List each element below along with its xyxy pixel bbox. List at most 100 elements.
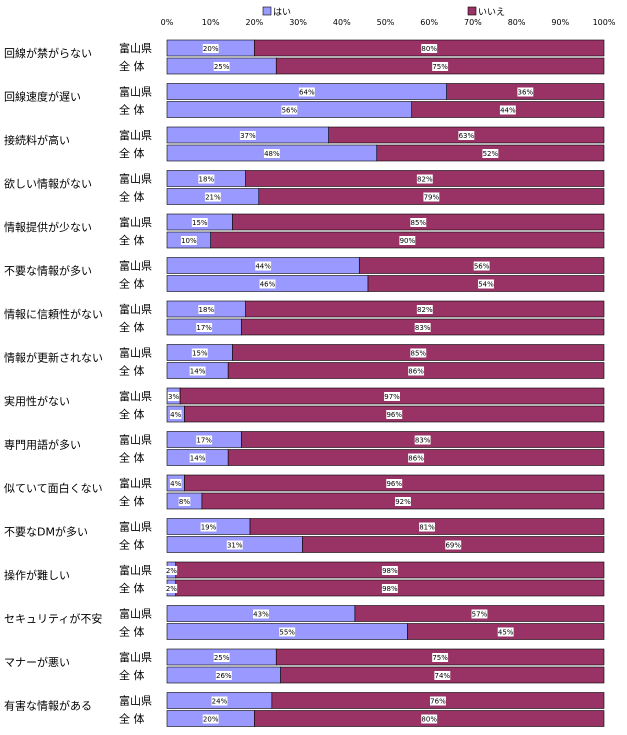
category-row: 回線が禁がらない 富山県 20% 80% 全 体 25% 75% (4, 39, 605, 75)
group-label: 富山県 (119, 607, 152, 621)
value-label-no-box (421, 714, 438, 724)
category-row: 情報に信頼性がない 富山県 18% 82% 全 体 17% 83% (4, 300, 605, 336)
group-label: 全 体 (119, 364, 145, 378)
group-label: 全 体 (119, 190, 145, 204)
category-label: 情報に信頼性がない (4, 307, 103, 321)
category-row: 実用性がない 富山県 3% 97% 全 体 4% 96% (4, 387, 605, 423)
value-label-no-box (471, 609, 488, 619)
x-tick-label: 50% (377, 18, 395, 27)
value-label-no-box (482, 149, 499, 158)
value-label-yes-box (213, 62, 230, 71)
value-label-yes-box (253, 609, 269, 619)
group-label: 富山県 (119, 650, 152, 664)
value-label-yes: 18% (199, 306, 215, 314)
value-label-yes: 20% (203, 45, 219, 53)
value-label-yes-box (281, 105, 298, 115)
value-label-no: 85% (410, 350, 426, 358)
value-label-no-box (416, 305, 433, 314)
value-label-no: 57% (472, 611, 488, 619)
value-label-no: 85% (410, 219, 426, 227)
value-label-yes-box (165, 566, 178, 575)
value-label-no: 97% (384, 393, 400, 401)
value-label-no-box (421, 44, 438, 53)
category-label: 専門用語が多い (4, 438, 81, 452)
value-label-yes: 18% (199, 176, 215, 184)
value-label-no-box (517, 87, 534, 97)
group-label: 富山県 (119, 259, 152, 273)
value-label-yes: 56% (282, 107, 298, 115)
value-label-yes-box (202, 44, 219, 53)
x-tick-label: 70% (464, 18, 482, 27)
value-label-no: 36% (518, 89, 534, 97)
value-label-yes: 4% (170, 411, 181, 419)
group-label: 全 体 (119, 668, 145, 682)
group-label: 富山県 (119, 302, 152, 316)
category-label: セキュリティが不安 (4, 612, 102, 626)
category-row: 専門用語が多い 富山県 17% 83% 全 体 14% 86% (4, 431, 605, 466)
value-label-yes: 20% (203, 716, 219, 724)
group-label: 全 体 (119, 494, 145, 508)
value-label-yes-box (298, 87, 315, 97)
group-label: 富山県 (119, 172, 152, 186)
x-tick-label: 30% (289, 18, 307, 27)
x-tick-label: 10% (202, 18, 220, 27)
x-tick-label: 90% (551, 18, 569, 27)
category-label: 不要なDMが多い (4, 525, 88, 539)
group-label: 全 体 (119, 451, 145, 465)
category-row: セキュリティが不安 富山県 43% 57% 全 体 55% 45% (4, 605, 605, 640)
value-label-yes: 55% (279, 629, 295, 637)
value-label-no-box (408, 453, 425, 463)
group-label: 全 体 (119, 233, 145, 247)
value-label-yes-box (213, 653, 230, 662)
value-label-no-box (458, 131, 475, 140)
group-label: 全 体 (119, 146, 145, 160)
value-label-yes-box (200, 522, 217, 532)
legend-swatch-no (467, 6, 477, 16)
category-label: 実用性がない (4, 394, 70, 408)
value-label-no-box (381, 566, 398, 575)
value-label-no: 56% (474, 263, 490, 271)
bar-rows: 回線が禁がらない 富山県 20% 80%全 体 25% 75%回線速度が遅い 富山県 64% 3… (4, 39, 605, 727)
value-label-yes-box (189, 453, 206, 463)
value-label-no: 75% (432, 63, 448, 71)
group-label: 全 体 (119, 712, 145, 726)
category-row: 不要な情報が多い 富山県 44% 56% 全 体 46% 54% (4, 257, 605, 292)
category-row: 不要なDMが多い 富山県 19% 81% 全 体 31% 69% (4, 518, 605, 553)
category-label: 操作が難しい (4, 568, 70, 582)
value-label-no-box (419, 522, 435, 532)
group-label: 富山県 (119, 476, 152, 490)
value-label-yes: 3% (168, 393, 179, 401)
value-label-no: 79% (424, 194, 440, 202)
value-label-no: 82% (417, 176, 433, 184)
value-label-no: 80% (421, 45, 437, 53)
value-label-yes-box (169, 479, 182, 488)
value-label-yes-box (279, 627, 296, 637)
value-label-no-box (416, 174, 433, 184)
value-label-yes-box (259, 279, 276, 289)
legend: はい いいえ (262, 6, 505, 18)
value-label-yes: 25% (214, 654, 230, 662)
category-label: 情報が更新されない (4, 351, 103, 365)
value-label-no-box (410, 218, 427, 227)
value-label-yes-box (178, 497, 191, 506)
x-tick-label: 60% (420, 18, 438, 27)
value-label-yes: 48% (264, 150, 280, 158)
value-label-no-box (499, 105, 516, 115)
category-label: マナーが悪い (4, 655, 70, 669)
value-label-yes: 15% (192, 350, 208, 358)
value-label-no: 81% (419, 524, 435, 532)
value-label-no: 92% (395, 498, 411, 506)
value-label-yes: 24% (212, 698, 228, 706)
legend-label-no: いいえ (478, 7, 505, 18)
category-row: 欲しい情報がない 富山県 18% 82% 全 体 21% 79% (4, 170, 605, 205)
value-label-no-box (381, 584, 398, 593)
value-label-no-box (473, 261, 490, 271)
value-label-yes: 43% (253, 611, 269, 619)
value-label-yes: 17% (196, 324, 212, 332)
value-label-no-box (414, 435, 431, 445)
group-label: 富山県 (119, 346, 152, 360)
value-label-no: 52% (483, 150, 499, 158)
value-label-no: 63% (459, 132, 475, 140)
group-label: 全 体 (119, 538, 145, 552)
value-label-no-box (395, 497, 411, 506)
